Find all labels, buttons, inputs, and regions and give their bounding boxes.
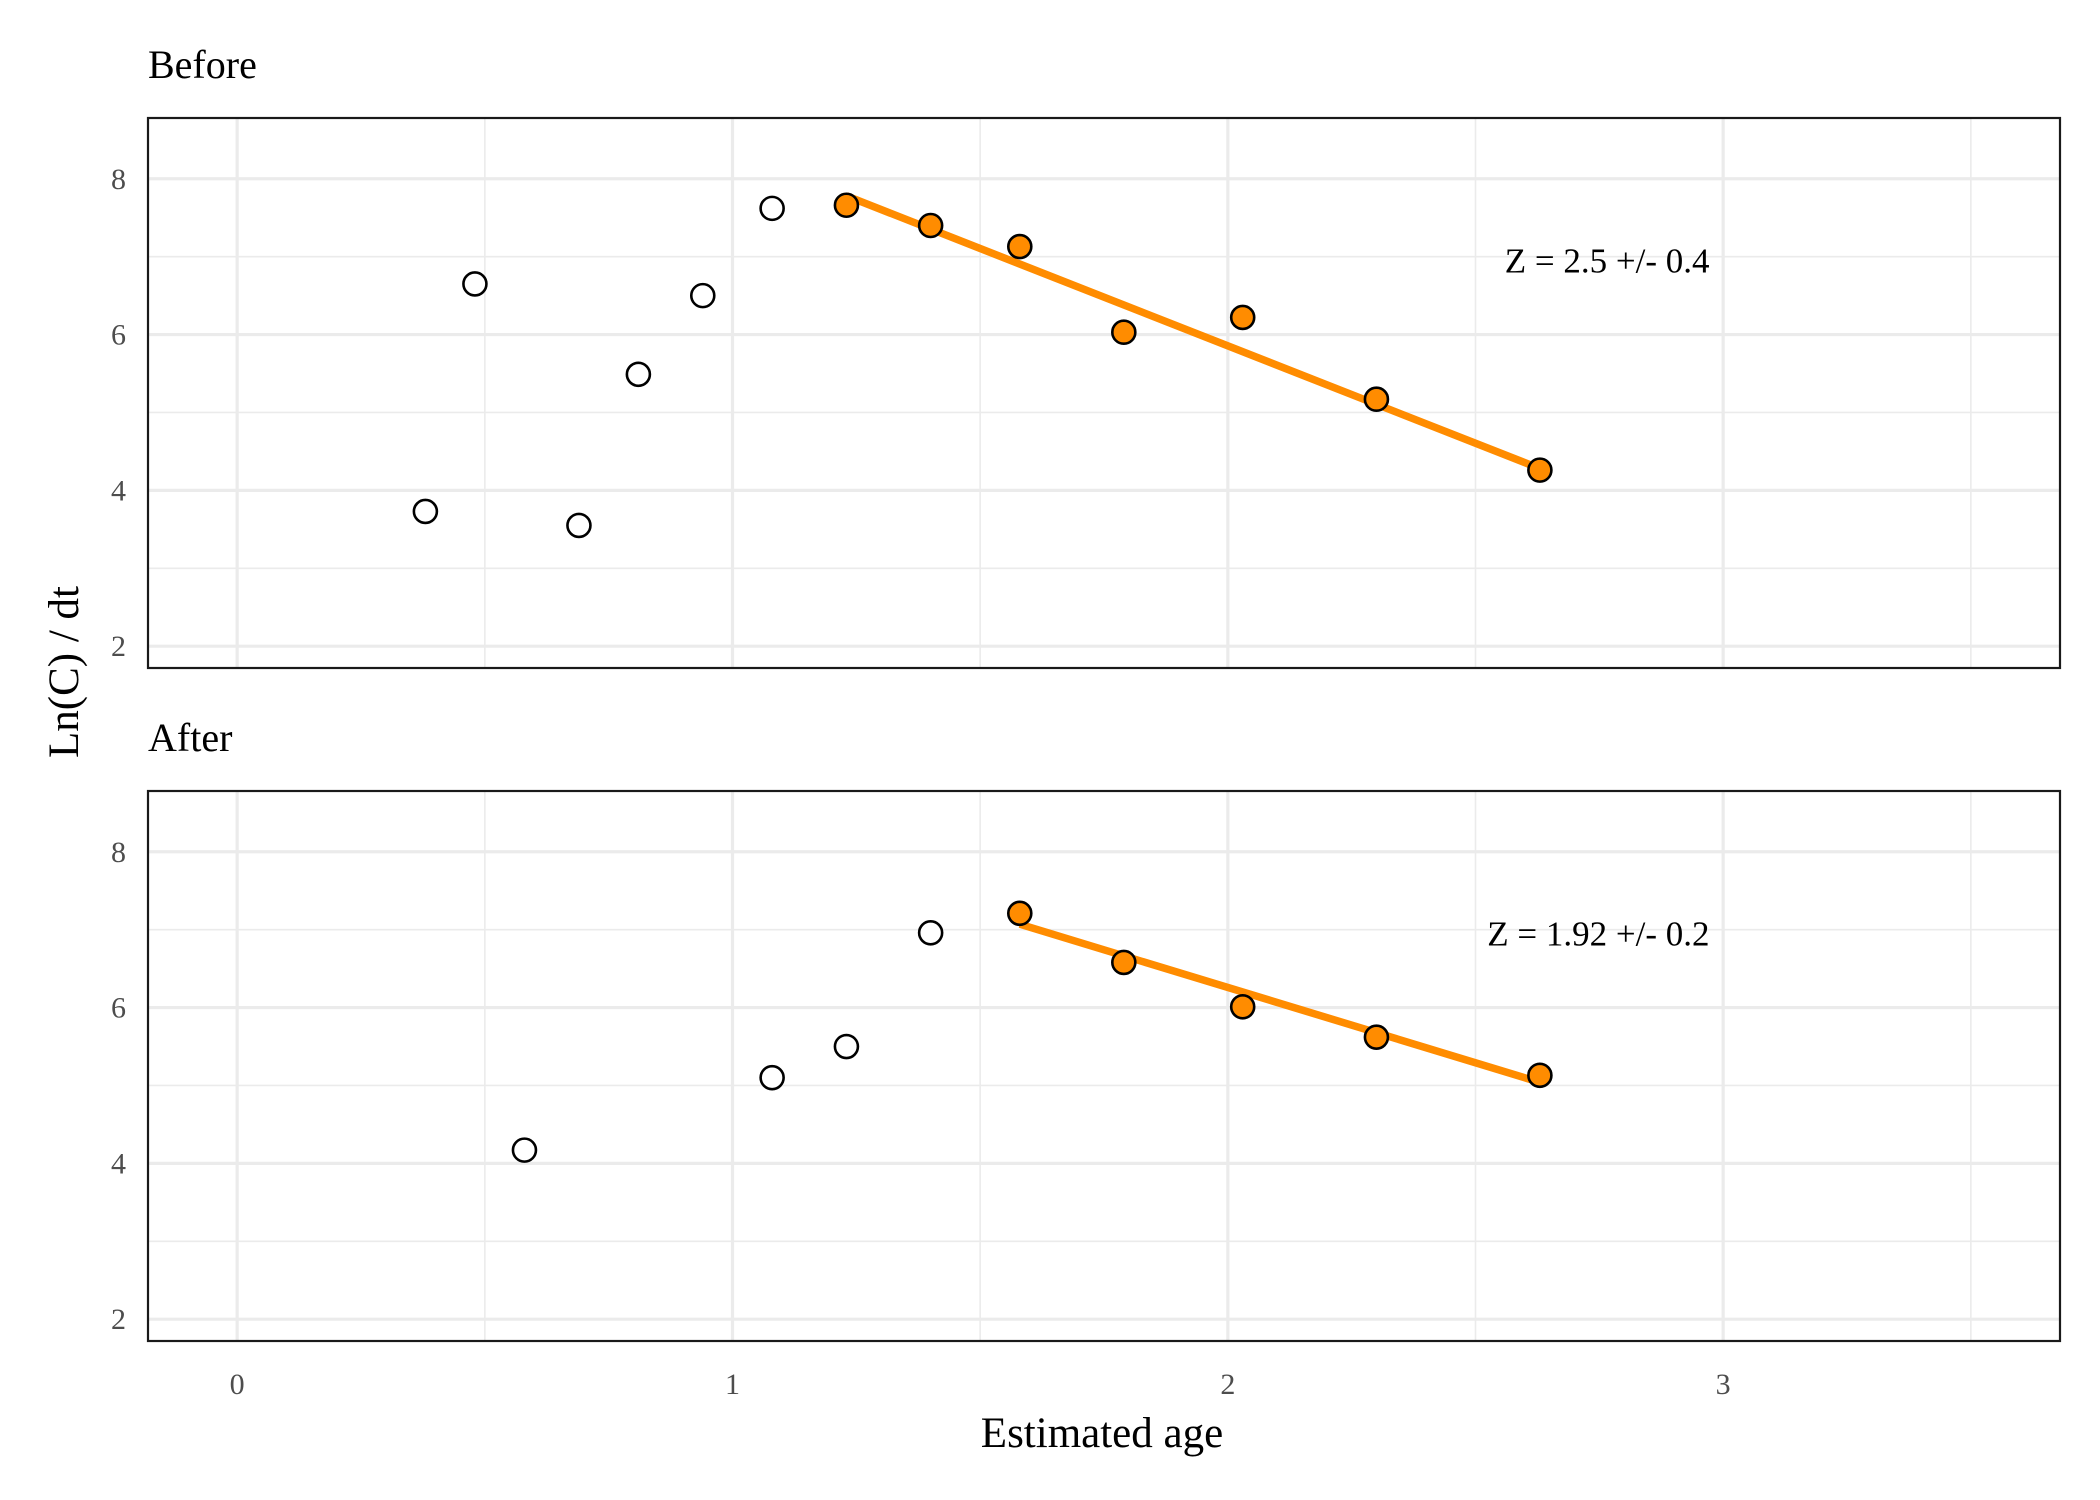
grid bbox=[148, 118, 2060, 668]
y-tick-label: 4 bbox=[111, 1147, 126, 1180]
y-tick-label: 2 bbox=[111, 630, 126, 663]
fitted-point bbox=[1527, 1062, 1553, 1089]
fitted-point bbox=[917, 212, 944, 239]
fitted-point bbox=[1111, 319, 1137, 346]
fitted-point bbox=[1229, 304, 1256, 331]
excluded-point bbox=[511, 1137, 538, 1163]
regression-line bbox=[845, 192, 1542, 473]
x-tick-label: 3 bbox=[1716, 1368, 1731, 1401]
excluded-point bbox=[625, 361, 652, 388]
fitted-point bbox=[1363, 1024, 1390, 1050]
excluded-point bbox=[917, 919, 944, 946]
y-tick-label: 6 bbox=[111, 992, 126, 1025]
x-tick-label: 2 bbox=[1220, 1368, 1235, 1401]
fitted-point bbox=[1363, 386, 1390, 413]
panel-border bbox=[146, 789, 2062, 1343]
z-annotation: Z = 2.5 +/- 0.4 bbox=[1505, 242, 1710, 281]
y-axis-title: Ln(C) / dt bbox=[41, 586, 88, 758]
x-tick-label: 0 bbox=[230, 1368, 245, 1401]
fitted-point bbox=[833, 192, 860, 219]
panel-after: After 2 4 6 8 Z = 1.92 +/- 0.2 bbox=[111, 715, 2062, 1343]
y-tick-label: 8 bbox=[111, 836, 126, 869]
regression-line bbox=[1018, 920, 1541, 1086]
x-axis-title: Estimated age bbox=[981, 1410, 1223, 1457]
y-tick-label: 4 bbox=[111, 474, 126, 507]
panels: Before 2 4 6 8 Z = 2.5 +/- 0.4 After 2 4 6 8 Z = 1.… bbox=[111, 42, 2062, 1401]
excluded-point bbox=[759, 1064, 785, 1091]
fitted-point bbox=[1527, 457, 1553, 483]
fitted-point bbox=[1006, 900, 1033, 927]
excluded-point bbox=[833, 1033, 860, 1060]
fitted-point bbox=[1111, 949, 1137, 976]
x-tick-label: 1 bbox=[725, 1368, 740, 1401]
y-tick-label: 2 bbox=[111, 1303, 126, 1336]
x-tick-labels: 0 1 2 3 bbox=[230, 1368, 1731, 1401]
fitted-point bbox=[1006, 233, 1033, 260]
y-tick-label: 6 bbox=[111, 319, 126, 352]
excluded-point bbox=[566, 512, 592, 539]
y-tick-label: 8 bbox=[111, 163, 126, 196]
shared-axes: Estimated age Ln(C) / dt bbox=[41, 586, 1223, 1457]
excluded-point bbox=[462, 271, 488, 297]
fitted-point bbox=[1229, 993, 1256, 1020]
excluded-point bbox=[759, 195, 785, 222]
excluded-point bbox=[412, 498, 439, 525]
panel-border bbox=[146, 116, 2062, 670]
excluded-point bbox=[689, 282, 716, 309]
panel-title: Before bbox=[148, 42, 257, 87]
panel-before: Before 2 4 6 8 Z = 2.5 +/- 0.4 bbox=[111, 42, 2062, 670]
z-annotation: Z = 1.92 +/- 0.2 bbox=[1487, 915, 1709, 954]
panel-title: After bbox=[148, 715, 232, 760]
